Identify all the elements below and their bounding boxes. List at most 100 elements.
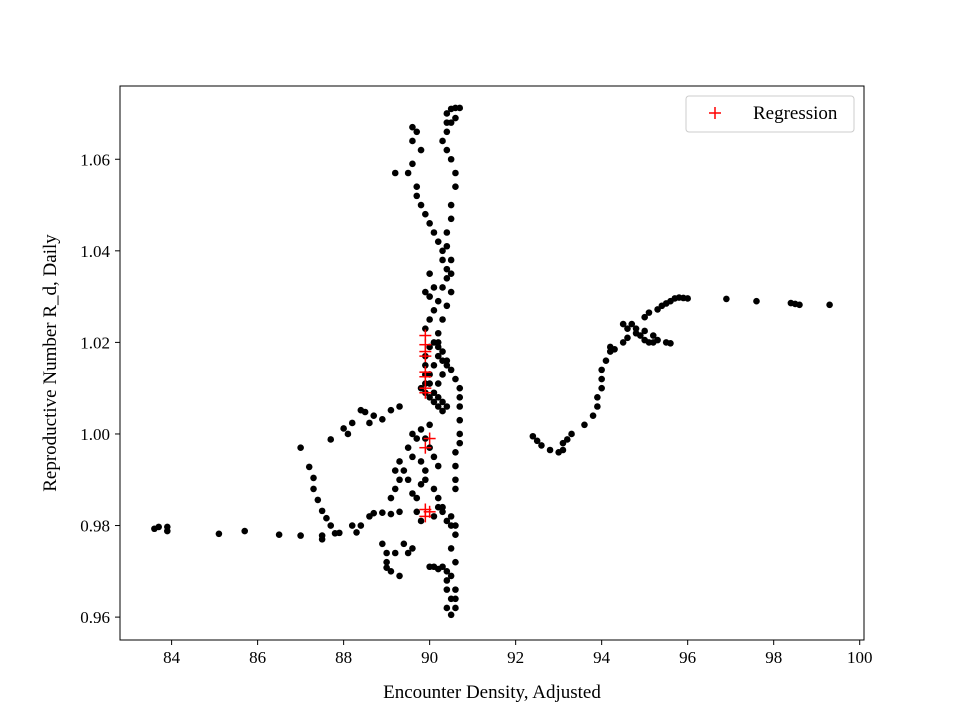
data-point: [430, 453, 438, 461]
data-point: [409, 160, 416, 168]
data-point: [456, 384, 464, 392]
data-point: [417, 146, 425, 154]
regression-point: [419, 370, 432, 383]
data-point: [327, 522, 335, 529]
data-point: [443, 128, 451, 136]
data-point: [422, 210, 429, 218]
data-point: [383, 564, 390, 571]
y-axis-label: Reproductive Number R_d, Daily: [40, 234, 61, 492]
data-point: [443, 302, 451, 310]
x-tick-label: 98: [765, 648, 782, 667]
data-point: [456, 430, 464, 438]
data-point: [297, 532, 304, 539]
data-point: [409, 430, 416, 438]
data-point: [439, 348, 446, 355]
data-point: [336, 529, 343, 537]
data-point: [430, 361, 438, 369]
data-point: [400, 540, 408, 548]
data-point: [430, 307, 438, 314]
legend-box: [685, 95, 855, 133]
data-point: [434, 462, 442, 470]
y-tick-label: 1.02: [80, 333, 110, 352]
data-point: [417, 517, 425, 525]
data-point: [396, 458, 403, 465]
data-point: [559, 446, 567, 454]
data-point: [434, 352, 442, 360]
x-axis-label: Encounter Density, Adjusted: [383, 682, 601, 703]
data-point: [439, 137, 446, 145]
data-point: [426, 220, 433, 227]
data-point: [439, 407, 446, 415]
data-point: [215, 530, 223, 538]
data-point: [581, 421, 588, 429]
data-point: [439, 316, 446, 323]
data-point: [357, 522, 365, 529]
regression-point: [419, 510, 432, 523]
y-tick-label: 1.06: [80, 150, 110, 169]
data-point: [379, 416, 386, 423]
data-point: [447, 611, 455, 619]
data-point: [447, 215, 455, 223]
data-point: [443, 517, 451, 525]
data-point: [443, 577, 451, 584]
data-point: [452, 448, 459, 456]
data-point: [434, 380, 442, 387]
data-point: [413, 508, 421, 516]
data-point: [443, 229, 451, 236]
data-point: [443, 242, 451, 250]
data-point: [439, 256, 446, 264]
data-point: [447, 545, 455, 552]
data-point: [452, 375, 459, 383]
data-point: [628, 320, 636, 328]
points-layer: [151, 104, 833, 619]
data-point: [447, 513, 455, 520]
data-point: [413, 128, 421, 136]
data-point: [241, 527, 249, 535]
data-point: [422, 288, 429, 296]
data-point: [598, 384, 605, 392]
data-point: [447, 572, 455, 580]
data-point: [619, 339, 627, 346]
data-point: [404, 444, 412, 452]
data-point: [310, 474, 317, 482]
x-tick-label: 92: [507, 648, 524, 667]
data-point: [396, 572, 403, 580]
data-point: [589, 412, 597, 419]
data-point: [645, 309, 653, 316]
data-point: [409, 453, 416, 461]
data-point: [164, 523, 171, 531]
data-point: [632, 329, 640, 337]
data-point: [430, 284, 438, 291]
data-point: [439, 563, 446, 571]
data-point: [430, 389, 438, 397]
data-point: [426, 293, 433, 300]
x-tick-label: 86: [249, 648, 266, 667]
data-point: [155, 523, 163, 531]
data-point: [594, 403, 601, 410]
data-point: [422, 467, 429, 474]
data-point: [452, 586, 459, 593]
data-point: [413, 435, 421, 442]
data-point: [434, 339, 442, 346]
data-point: [426, 421, 433, 429]
data-point: [396, 508, 403, 516]
data-point: [383, 558, 390, 566]
data-point: [443, 586, 451, 593]
data-point: [439, 247, 446, 255]
data-point: [417, 481, 425, 488]
data-point: [379, 540, 386, 548]
legend-marker-regression: [709, 107, 721, 119]
data-point: [447, 288, 455, 296]
data-point: [667, 340, 674, 347]
data-point: [598, 366, 605, 374]
x-axis: 84 86 88 90 92 94 96 98 100: [163, 640, 872, 667]
data-point: [348, 522, 356, 529]
data-point: [404, 476, 412, 484]
data-point: [310, 485, 317, 493]
regression-point: [419, 441, 432, 454]
data-point: [654, 336, 661, 344]
x-tick-label: 100: [847, 648, 873, 667]
data-point: [452, 604, 459, 612]
plot-frame: [119, 85, 865, 641]
